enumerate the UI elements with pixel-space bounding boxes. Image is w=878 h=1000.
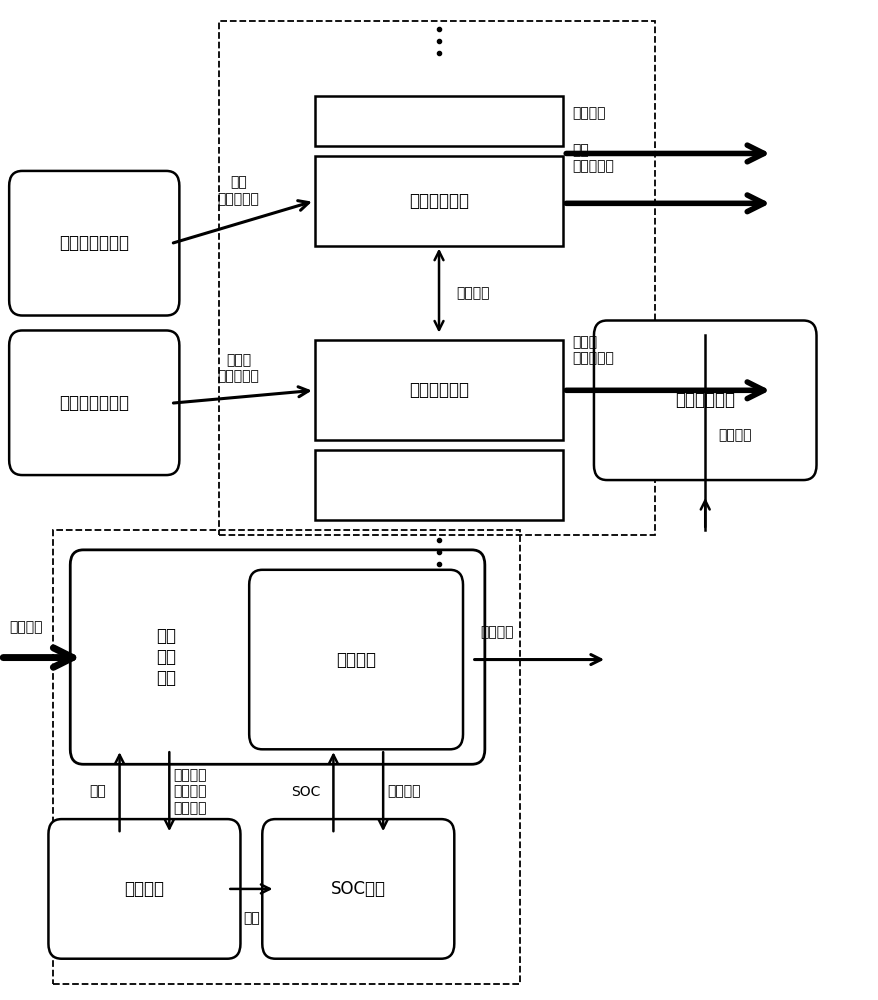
Bar [314, 96, 563, 146]
Bar [314, 340, 563, 440]
Text: SOC模块: SOC模块 [330, 880, 385, 898]
Text: 出气
流量、温度: 出气 流量、温度 [572, 143, 614, 173]
FancyBboxPatch shape [9, 330, 179, 475]
Text: 辅助加热系统: 辅助加热系统 [674, 391, 734, 409]
Text: 进气
流量、温度: 进气 流量、温度 [218, 176, 259, 206]
FancyBboxPatch shape [48, 819, 241, 959]
Text: 供气子系统模型: 供气子系统模型 [59, 234, 129, 252]
Text: 温度模块: 温度模块 [125, 880, 164, 898]
Text: 工作电流: 工作电流 [387, 785, 421, 799]
FancyBboxPatch shape [9, 171, 179, 316]
Bar [219, 21, 654, 535]
Text: 需求功率: 需求功率 [9, 621, 43, 635]
Text: 功率限制: 功率限制 [335, 651, 376, 669]
Text: 输出功率: 输出功率 [572, 107, 605, 121]
Text: SOC: SOC [291, 785, 320, 799]
Text: 辅助热量: 辅助热量 [717, 428, 751, 442]
Text: 燃料电池单体: 燃料电池单体 [408, 192, 469, 210]
Text: 温度: 温度 [90, 785, 106, 799]
Text: 温度: 温度 [242, 911, 259, 925]
Text: 输出功率: 输出功率 [480, 626, 514, 640]
Text: 冷却子系统模型: 冷却子系统模型 [59, 394, 129, 412]
Text: 热量交换: 热量交换 [456, 286, 489, 300]
Bar [53, 530, 519, 984]
FancyBboxPatch shape [70, 550, 485, 764]
Text: 电流
电压
模块: 电流 电压 模块 [156, 627, 176, 687]
FancyBboxPatch shape [248, 570, 463, 749]
Text: 开路电压
工作电压
工作电流: 开路电压 工作电压 工作电流 [174, 768, 207, 815]
FancyBboxPatch shape [262, 819, 454, 959]
Text: 冷却液
流量、温度: 冷却液 流量、温度 [218, 353, 259, 383]
Bar [314, 450, 563, 520]
Text: 燃料电池单体: 燃料电池单体 [408, 381, 469, 399]
Text: 冷却液
流量、温度: 冷却液 流量、温度 [572, 335, 614, 365]
Bar [314, 156, 563, 246]
FancyBboxPatch shape [594, 320, 816, 480]
